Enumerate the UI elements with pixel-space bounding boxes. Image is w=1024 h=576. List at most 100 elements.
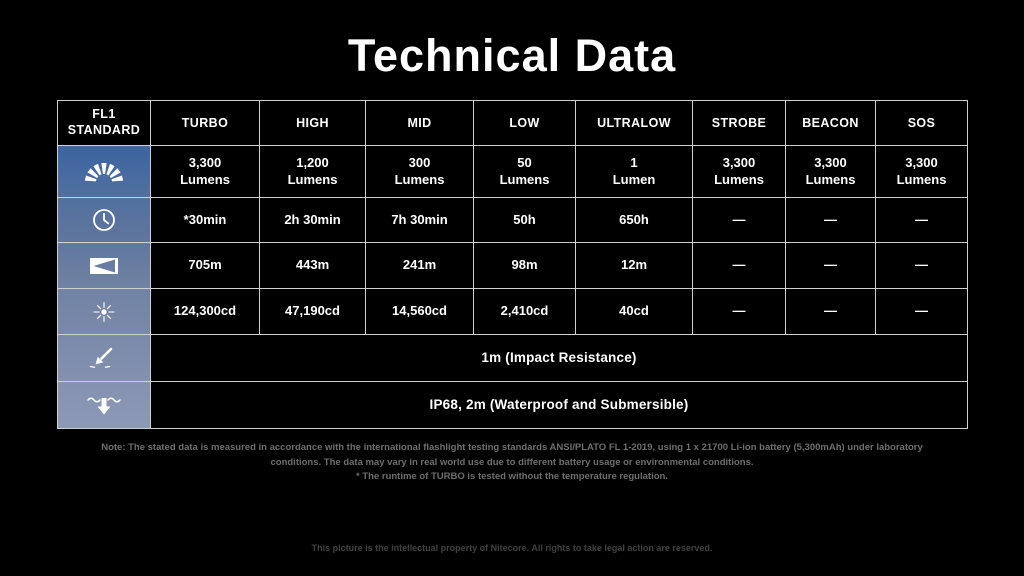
cell-value: 1m (Impact Resistance) [481, 350, 637, 366]
cell-value: IP68, 2m (Waterproof and Submersible) [429, 397, 689, 413]
brightness-icon [81, 159, 127, 185]
footnote-line-2: conditions. The data may vary in real wo… [270, 456, 754, 468]
table-cell: 50 Lumens [473, 145, 576, 198]
runtime-icon-cell [57, 197, 151, 243]
table-cell: — [785, 197, 876, 243]
column-header-label: HIGH [296, 116, 329, 130]
table-cell: — [692, 242, 786, 289]
table-cell: 705m [150, 242, 260, 289]
cell-value: — [915, 303, 928, 319]
cell-value: — [732, 211, 746, 227]
table-cell: 241m [365, 242, 474, 289]
spec-table: FL1 STANDARD TURBO HIGH MID LOW ULTRALOW… [57, 100, 968, 429]
beam-distance-icon [81, 253, 127, 279]
cell-value: — [915, 257, 928, 273]
table-cell: — [692, 288, 786, 335]
cell-value: — [732, 303, 746, 319]
cell-value: 1,200 Lumens [287, 154, 338, 187]
cell-value: 3,300 Lumens [714, 154, 764, 187]
cell-value: 3,300 Lumens [805, 154, 856, 187]
cell-value: 300 Lumens [394, 154, 445, 187]
column-header-label: STROBE [711, 116, 767, 130]
waterproof-icon [81, 392, 127, 418]
table-cell: — [875, 288, 968, 335]
column-header-ultralow: ULTRALOW [575, 100, 693, 146]
table-cell: — [692, 197, 786, 243]
table-cell: 7h 30min [365, 197, 474, 243]
runtime-icon [81, 207, 127, 233]
column-header-high: HIGH [259, 100, 366, 146]
cell-value: 2h 30min [284, 211, 341, 227]
max-output-icon-cell [57, 145, 151, 198]
cell-value: 40cd [619, 303, 649, 319]
row-beam-distance: 705m 443m 241m 98m 12m — — — [57, 242, 968, 289]
table-cell: 3,300 Lumens [785, 145, 876, 198]
column-header-label: ULTRALOW [597, 116, 671, 130]
cell-value: — [915, 211, 928, 227]
row-waterproof: IP68, 2m (Waterproof and Submersible) [57, 381, 968, 429]
cell-value: 241m [402, 257, 437, 273]
waterproof-icon-cell [57, 381, 151, 429]
column-header-label: MID [407, 116, 432, 130]
cell-value: — [824, 257, 837, 273]
table-cell: 47,190cd [259, 288, 366, 335]
table-cell: 12m [575, 242, 693, 289]
table-cell: 2,410cd [473, 288, 576, 335]
beam-intensity-icon [81, 299, 127, 325]
column-header-beacon: BEACON [785, 100, 876, 146]
table-cell: 3,300 Lumens [692, 145, 786, 198]
row-max-output: 3,300 Lumens 1,200 Lumens 300 Lumens 50 … [57, 145, 968, 198]
page-title: Technical Data [347, 30, 677, 81]
cell-value: 50h [513, 211, 536, 227]
column-header-turbo: TURBO [150, 100, 260, 146]
table-cell-waterproof: IP68, 2m (Waterproof and Submersible) [150, 381, 968, 429]
header-row: FL1 STANDARD TURBO HIGH MID LOW ULTRALOW… [57, 100, 968, 146]
fl1-standard-header: FL1 STANDARD [57, 100, 151, 146]
table-cell: 2h 30min [259, 197, 366, 243]
cell-value: 98m [511, 257, 538, 273]
cell-value: 443m [295, 257, 330, 273]
cell-value: 1 Lumen [612, 154, 656, 187]
cell-value: 3,300 Lumens [180, 154, 230, 187]
column-header-sos: SOS [875, 100, 968, 146]
cell-value: — [732, 257, 746, 273]
beam-intensity-icon-cell [57, 288, 151, 335]
table-cell: 50h [473, 197, 576, 243]
cell-value: 14,560cd [392, 303, 447, 319]
table-cell: 40cd [575, 288, 693, 335]
cell-value: 2,410cd [500, 303, 549, 319]
fl1-standard-label: FL1 STANDARD [67, 107, 141, 137]
cell-value: 50 Lumens [499, 154, 550, 187]
table-cell-impact-resistance: 1m (Impact Resistance) [150, 334, 968, 382]
column-header-label: BEACON [802, 116, 859, 130]
cell-value: 3,300 Lumens [896, 154, 947, 187]
table-cell: 1 Lumen [575, 145, 693, 198]
cell-value: — [824, 211, 837, 227]
impact-resistance-icon-cell [57, 334, 151, 382]
table-cell: 443m [259, 242, 366, 289]
table-cell: 98m [473, 242, 576, 289]
column-header-strobe: STROBE [692, 100, 786, 146]
row-beam-intensity: 124,300cd 47,190cd 14,560cd 2,410cd 40cd… [57, 288, 968, 335]
table-cell: 650h [575, 197, 693, 243]
table-cell: — [785, 288, 876, 335]
column-header-label: LOW [509, 116, 540, 130]
table-cell: 300 Lumens [365, 145, 474, 198]
column-header-label: SOS [907, 116, 936, 130]
copyright-line: This picture is the intellectual propert… [311, 543, 713, 553]
table-cell: 124,300cd [150, 288, 260, 335]
cell-value: 47,190cd [285, 303, 340, 319]
column-header-mid: MID [365, 100, 474, 146]
footnote: Note: The stated data is measured in acc… [0, 441, 1024, 485]
column-header-low: LOW [473, 100, 576, 146]
cell-value: 7h 30min [391, 211, 448, 227]
cell-value: 124,300cd [173, 303, 237, 319]
cell-value: 650h [619, 211, 649, 227]
cell-value: — [824, 303, 837, 319]
cell-value: 12m [620, 257, 648, 273]
cell-value: *30min [183, 211, 227, 227]
table-cell: 1,200 Lumens [259, 145, 366, 198]
table-cell: 14,560cd [365, 288, 474, 335]
table-cell: — [875, 197, 968, 243]
